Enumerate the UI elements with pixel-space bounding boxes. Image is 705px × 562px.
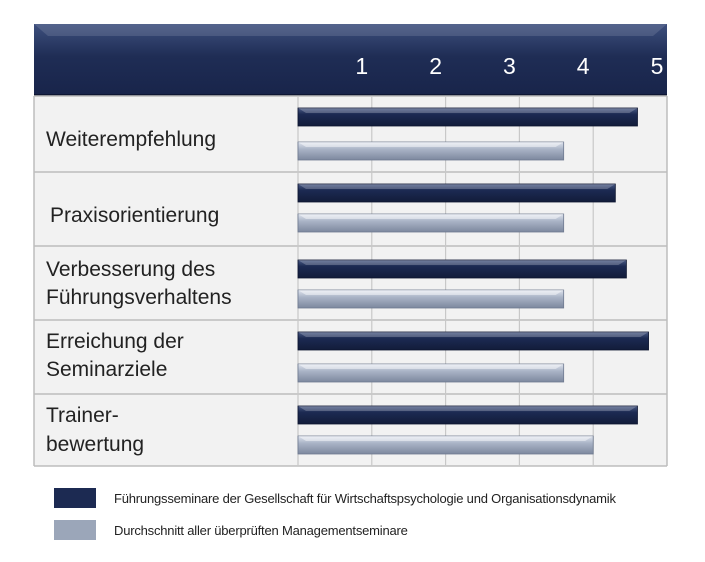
bar-series-1-category-3 (297, 259, 627, 279)
bar-series-1-category-1 (297, 107, 638, 127)
category-label-4: Erreichung der Seminarziele (46, 330, 184, 381)
x-tick-label-5: 5 (651, 53, 664, 79)
bar-series-2-category-1 (297, 141, 565, 161)
header-band (34, 24, 667, 96)
bar-series-2-category-5 (297, 435, 594, 455)
bar-bevel (298, 260, 627, 265)
bar-bevel (298, 364, 564, 369)
x-tick-label-3: 3 (503, 53, 516, 79)
bar-series-1-category-2 (297, 183, 616, 203)
category-label-3: Verbesserung des Führungsverhaltens (46, 258, 232, 309)
legend-swatch-series-2 (54, 520, 96, 540)
x-tick-label-4: 4 (577, 53, 590, 79)
legend-item-series-2: Durchschnitt aller überprüften Managemen… (54, 518, 616, 542)
bar-bevel (298, 406, 638, 411)
legend-swatch-series-1 (54, 488, 96, 508)
category-label-5: Trainer-bewertung (46, 404, 144, 456)
x-tick-label-2: 2 (429, 53, 442, 79)
bar-series-2-category-2 (297, 213, 565, 233)
bar-series-2-category-3 (297, 289, 565, 309)
category-label-1: Weiterempfehlung (46, 128, 216, 151)
bar-bevel (298, 436, 594, 441)
bar-bevel (298, 214, 564, 219)
legend-label-series-2: Durchschnitt aller überprüften Managemen… (114, 522, 408, 538)
bar-series-1-category-4 (297, 331, 649, 351)
header-bevel (34, 24, 667, 36)
legend: Führungsseminare der Gesellschaft für Wi… (54, 486, 616, 550)
bar-bevel (298, 184, 616, 189)
bar-bevel (298, 332, 649, 337)
bar-bevel (298, 142, 564, 147)
legend-item-series-1: Führungsseminare der Gesellschaft für Wi… (54, 486, 616, 510)
bar-bevel (298, 290, 564, 295)
bar-series-2-category-4 (297, 363, 565, 383)
category-label-2: Praxisorientierung (50, 204, 219, 227)
bar-series-1-category-5 (297, 405, 638, 425)
bar-bevel (298, 108, 638, 113)
legend-label-series-1: Führungsseminare der Gesellschaft für Wi… (114, 490, 616, 506)
x-tick-label-1: 1 (355, 53, 368, 79)
